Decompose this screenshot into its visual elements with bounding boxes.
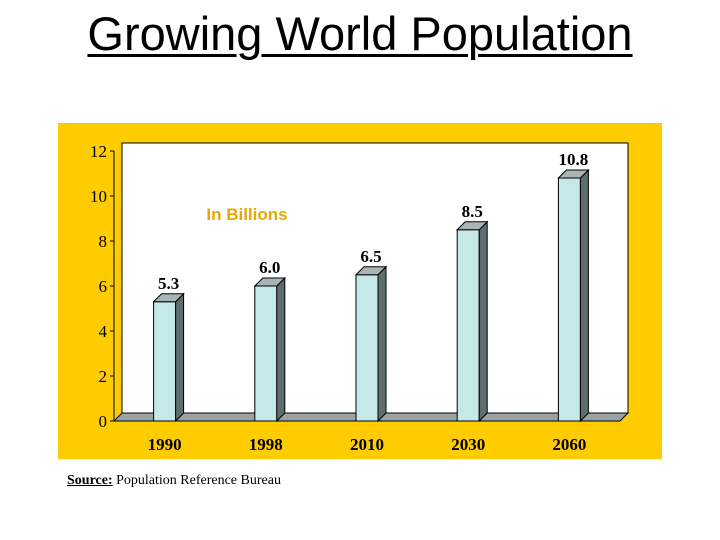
data-label: 6.5 <box>360 247 381 266</box>
x-tick-label: 2060 <box>552 435 586 454</box>
bar-top <box>455 221 489 231</box>
bar-front <box>456 229 480 422</box>
bar-top <box>354 266 388 276</box>
data-label: 10.8 <box>559 150 589 169</box>
y-tick-label: 12 <box>90 142 107 161</box>
y-tick-label: 6 <box>99 277 108 296</box>
bar-chart-svg: 0 2 4 6 8 10 12 5.3 6.0 6.5 8.5 10.8 1990 1998 2010 2… <box>58 123 662 459</box>
bar-front <box>254 285 278 422</box>
source-text: Population Reference Bureau <box>112 473 281 488</box>
x-tick-label: 2030 <box>451 435 485 454</box>
x-tick-label: 2010 <box>350 435 384 454</box>
bar-side <box>276 276 286 423</box>
slide-title: Growing World Population <box>87 7 633 60</box>
bar-side <box>478 220 488 423</box>
y-tick-label: 8 <box>99 232 108 251</box>
units-annotation: In Billions <box>206 205 287 224</box>
y-tick-label: 4 <box>99 322 108 341</box>
population-chart: 0 2 4 6 8 10 12 5.3 6.0 6.5 8.5 10.8 1990 1998 2010 2… <box>58 123 662 459</box>
y-tick-label: 10 <box>90 187 107 206</box>
y-axis: 0 2 4 6 8 10 12 <box>90 142 114 431</box>
data-label: 6.0 <box>259 258 280 277</box>
bar-side <box>579 168 589 423</box>
bars: 5.3 6.0 6.5 8.5 10.8 <box>152 150 590 423</box>
bar-top <box>253 277 287 287</box>
bar-side <box>377 265 387 423</box>
bar-side <box>175 292 185 423</box>
data-label: 8.5 <box>462 202 483 221</box>
x-tick-label: 1990 <box>148 435 182 454</box>
bar-front <box>355 274 379 422</box>
source-note: Source: Population Reference Bureau <box>67 473 281 489</box>
bar-front <box>153 301 177 422</box>
bar-top <box>557 169 590 179</box>
y-tick-label: 2 <box>99 367 108 386</box>
data-label: 5.3 <box>158 274 179 293</box>
bar-top <box>152 293 185 303</box>
x-axis: 1990 1998 2010 2030 2060 <box>148 435 587 454</box>
source-label: Source: <box>67 473 113 488</box>
bar-front <box>557 177 581 422</box>
x-tick-label: 1998 <box>249 435 283 454</box>
y-tick-label: 0 <box>99 412 108 431</box>
